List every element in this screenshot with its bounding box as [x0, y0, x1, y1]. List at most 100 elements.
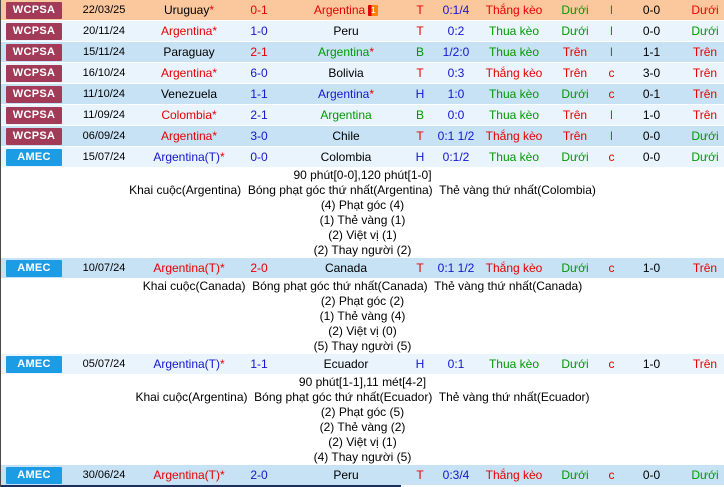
detail-line: (2) Thẻ vàng (2) [319, 420, 406, 434]
home-team[interactable]: Argentina(T)* [141, 147, 237, 167]
away-team[interactable]: Colombia [281, 147, 411, 167]
away-team[interactable]: Bolivia [281, 63, 411, 83]
away-team-name: Bolivia [328, 66, 364, 80]
home-team[interactable]: Argentina* [141, 21, 237, 41]
home-team[interactable]: Argentina* [141, 126, 237, 146]
match-date: 15/11/24 [82, 46, 125, 58]
halftime-over-under: Dưới [691, 150, 719, 164]
away-favorite-star: * [369, 87, 375, 101]
handicap-outcome: Thua kèo [488, 87, 540, 101]
away-team[interactable]: Chile [281, 126, 411, 146]
fulltime-score: 6-0 [250, 66, 268, 80]
match-date: 11/09/24 [82, 109, 125, 121]
league-badge-label: WCPSA [6, 106, 62, 124]
league-badge[interactable]: WCPSA [1, 21, 67, 41]
halftime-over-under: Dưới [691, 24, 719, 38]
match-row[interactable]: AMEC 10/07/24 Argentina(T)* 2-0 Canada T… [1, 258, 724, 279]
halftime-over-under: Trên [692, 45, 718, 59]
odd-even-result: c [608, 66, 615, 80]
away-team[interactable]: Argentina 1 [281, 0, 411, 20]
halftime-score: 1-0 [642, 357, 661, 371]
home-team-name: Argentina [160, 66, 213, 80]
home-team-name: Argentina(T) [153, 150, 221, 164]
home-team[interactable]: Venezuela [141, 84, 237, 104]
handicap-odds: 0:1 1/2 [437, 129, 475, 143]
match-date: 10/07/24 [82, 262, 126, 274]
league-badge[interactable]: AMEC [1, 354, 67, 374]
league-badge[interactable]: AMEC [1, 258, 67, 278]
home-team[interactable]: Argentina* [141, 63, 237, 83]
match-row[interactable]: WCPSA 06/09/24 Argentina* 3-0 Chile T 0:… [1, 126, 724, 147]
match-date: 22/03/25 [82, 4, 126, 16]
match-row[interactable]: WCPSA 11/10/24 Venezuela 1-1 Argentina* … [1, 84, 724, 105]
handicap-result-letter: T [416, 261, 424, 275]
handicap-odds: 0:1 1/2 [437, 261, 475, 275]
match-row[interactable]: AMEC 05/07/24 Argentina(T)* 1-1 Ecuador … [1, 354, 724, 375]
match-date: 30/06/24 [82, 469, 126, 481]
detail-line: (2) Phạt góc (5) [320, 405, 405, 419]
detail-line: (4) Phạt góc (4) [320, 198, 405, 212]
over-under-result: Dưới [561, 150, 589, 164]
away-team[interactable]: Peru [281, 21, 411, 41]
handicap-outcome: Thắng kèo [485, 129, 543, 143]
home-team[interactable]: Argentina(T)* [141, 258, 237, 278]
fulltime-score: 0-0 [250, 150, 268, 164]
league-badge[interactable]: AMEC [1, 465, 67, 485]
home-team[interactable]: Argentina(T)* [141, 354, 237, 374]
away-team[interactable]: Peru [281, 465, 411, 485]
detail-line: 90 phút[1-1],11 mét[4-2] [298, 375, 427, 389]
away-team[interactable]: Argentina* [281, 42, 411, 62]
odd-even-result: c [608, 357, 615, 371]
halftime-over-under: Trên [692, 357, 718, 371]
league-badge[interactable]: WCPSA [1, 105, 67, 125]
fulltime-score: 3-0 [250, 129, 268, 143]
home-team[interactable]: Paraguay [141, 42, 237, 62]
halftime-over-under: Dưới [691, 468, 719, 482]
away-team[interactable]: Argentina [281, 105, 411, 125]
match-row[interactable]: WCPSA 22/03/25 Uruguay* 0-1 Argentina 1 T… [1, 0, 724, 21]
detail-line: 90 phút[0-0],120 phút[1-0] [293, 168, 432, 182]
handicap-outcome: Thua kèo [488, 357, 540, 371]
home-team[interactable]: Uruguay* [141, 0, 237, 20]
over-under-result: Trên [562, 66, 588, 80]
away-team[interactable]: Argentina* [281, 84, 411, 104]
league-badge[interactable]: WCPSA [1, 126, 67, 146]
match-row[interactable]: AMEC 30/06/24 Argentina(T)* 2-0 Peru T 0… [1, 465, 724, 486]
halftime-score: 3-0 [642, 66, 661, 80]
halftime-score: 0-0 [642, 468, 661, 482]
league-badge[interactable]: WCPSA [1, 84, 67, 104]
league-badge[interactable]: WCPSA [1, 42, 67, 62]
home-team-name: Uruguay [163, 3, 210, 17]
match-date: 15/07/24 [82, 151, 126, 163]
league-badge[interactable]: WCPSA [1, 0, 67, 20]
home-favorite-star: * [220, 150, 225, 164]
home-team-name: Argentina(T) [153, 261, 221, 275]
fulltime-score: 2-1 [250, 45, 268, 59]
detail-line: (2) Việt vị (1) [328, 228, 397, 242]
detail-line: (5) Thay người (5) [313, 339, 412, 353]
handicap-outcome: Thua kèo [488, 45, 540, 59]
handicap-result-letter: T [416, 3, 424, 17]
match-row[interactable]: WCPSA 11/09/24 Colombia* 2-1 Argentina B… [1, 105, 724, 126]
handicap-result-letter: H [415, 150, 425, 164]
halftime-over-under: Trên [692, 87, 718, 101]
over-under-result: Trên [562, 108, 588, 122]
match-row[interactable]: WCPSA 16/10/24 Argentina* 6-0 Bolivia T … [1, 63, 724, 84]
away-team[interactable]: Ecuador [281, 354, 411, 374]
match-row[interactable]: WCPSA 15/11/24 Paraguay 2-1 Argentina* B… [1, 42, 724, 63]
odd-even-result: c [608, 468, 615, 482]
home-team[interactable]: Argentina(T)* [141, 465, 237, 485]
away-team-name: Argentina [320, 108, 372, 122]
away-team[interactable]: Canada [281, 258, 411, 278]
odd-even-result: l [610, 45, 613, 59]
home-favorite-star: * [212, 66, 218, 80]
fulltime-score: 1-1 [250, 357, 268, 371]
home-team[interactable]: Colombia* [141, 105, 237, 125]
match-row[interactable]: AMEC 15/07/24 Argentina(T)* 0-0 Colombia… [1, 147, 724, 168]
league-badge[interactable]: AMEC [1, 147, 67, 167]
league-badge[interactable]: WCPSA [1, 63, 67, 83]
home-team-name: Argentina(T) [153, 468, 221, 482]
home-team-name: Argentina [160, 129, 213, 143]
handicap-outcome: Thắng kèo [485, 66, 543, 80]
match-row[interactable]: WCPSA 20/11/24 Argentina* 1-0 Peru T 0:2… [1, 21, 724, 42]
